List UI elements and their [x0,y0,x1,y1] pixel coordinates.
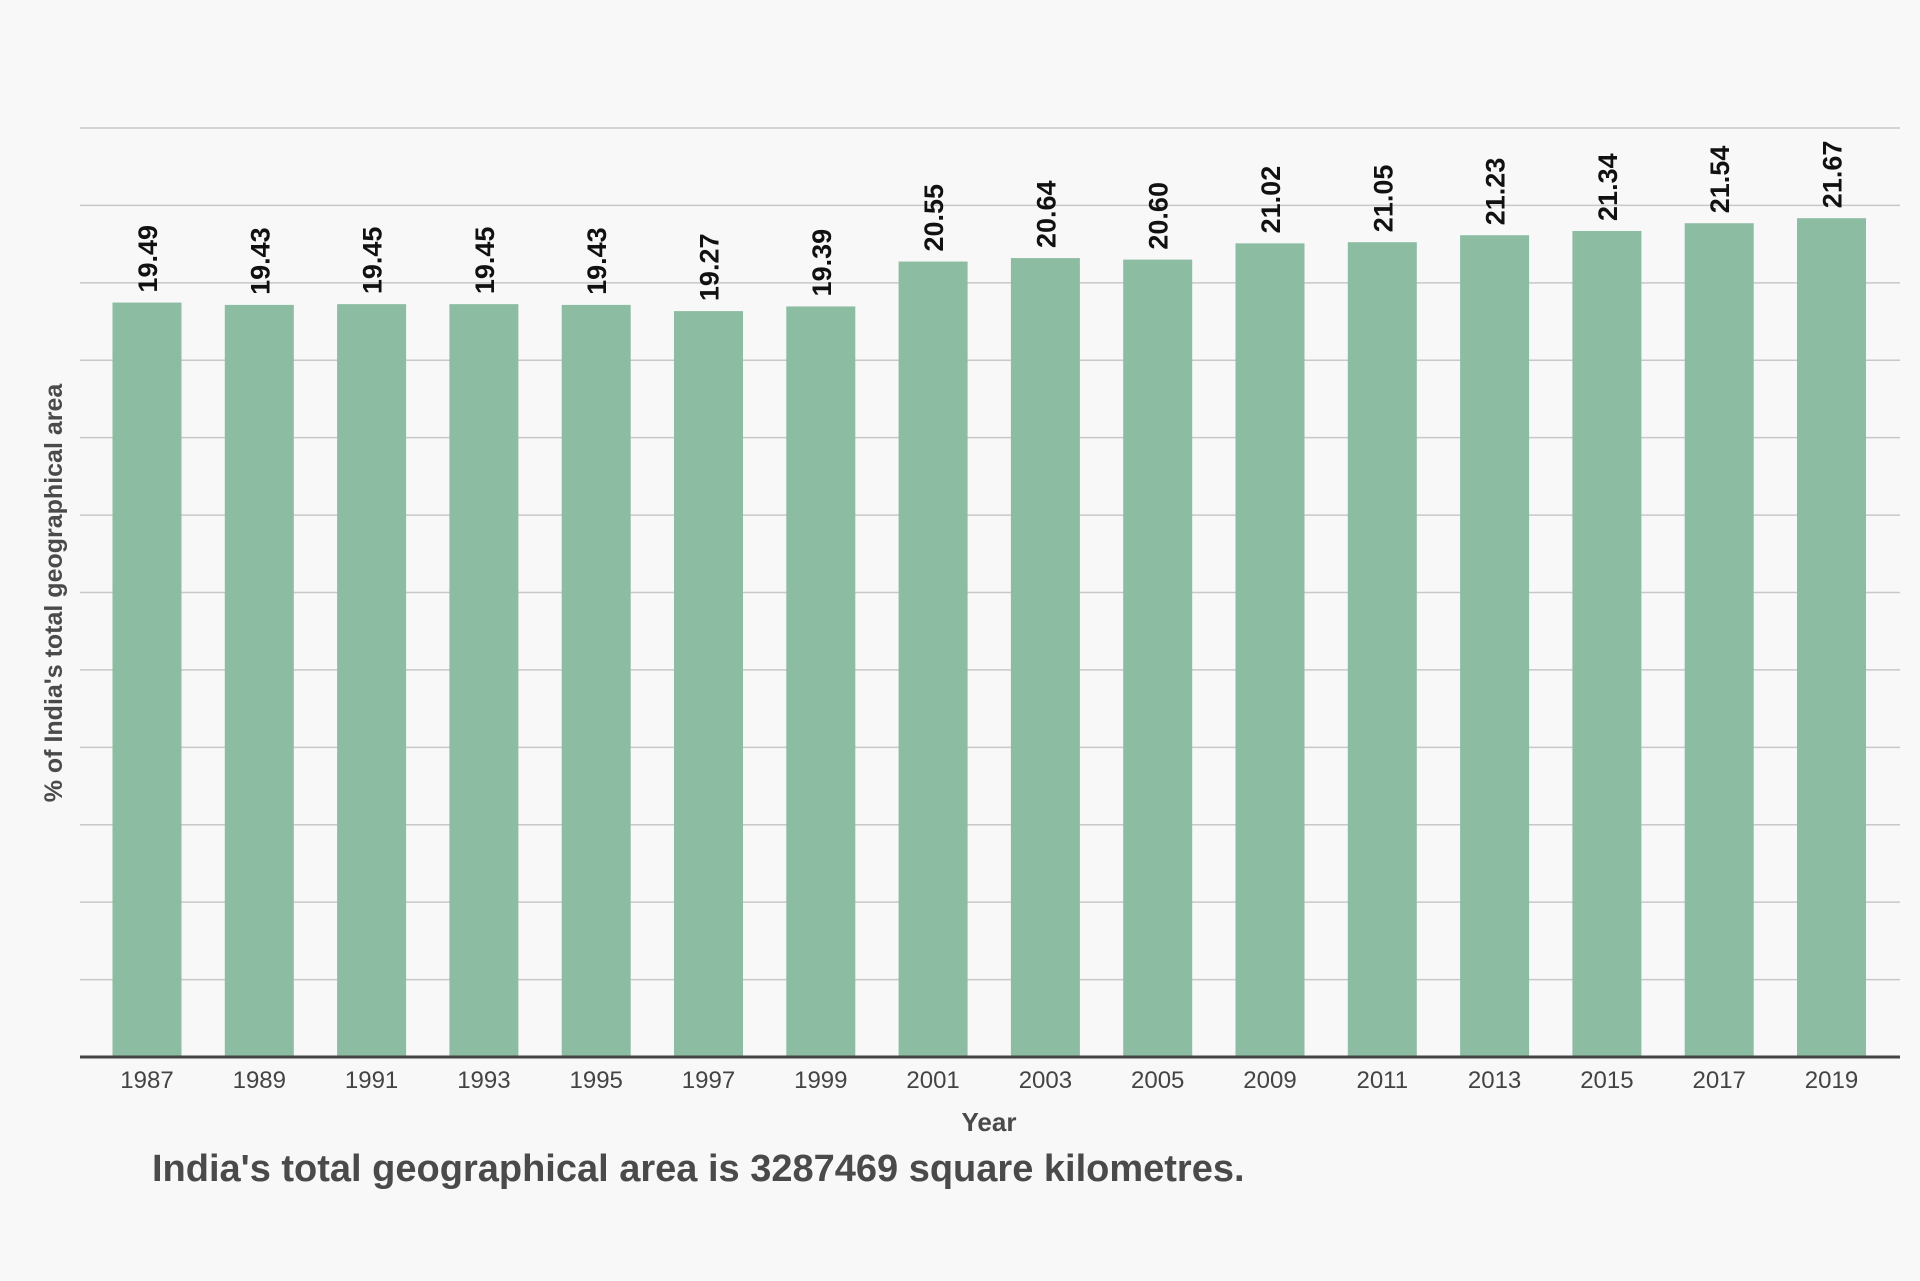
bar-2013 [1460,235,1530,1058]
bar-2011 [1347,242,1417,1058]
bars [112,218,1866,1058]
x-tick-label-2013: 2013 [1468,1067,1521,1094]
data-label-2011: 21.05 [1368,165,1398,233]
x-tick-label-1999: 1999 [794,1067,847,1094]
bar-2003 [1010,258,1080,1057]
x-tick-label-2009: 2009 [1243,1067,1296,1094]
x-tick-label-2001: 2001 [906,1067,959,1094]
bar-2019 [1797,218,1866,1057]
bar-1989 [224,304,294,1057]
bar-2015 [1572,230,1642,1057]
bar-1993 [449,304,519,1057]
x-tick-label-2005: 2005 [1131,1067,1184,1094]
x-tick-label-1997: 1997 [682,1067,735,1094]
bar-1987 [112,302,182,1057]
bar-2005 [1123,259,1193,1057]
footnote: India's total geographical area is 32874… [152,1148,1245,1190]
bar-2009 [1235,243,1305,1057]
data-label-2009: 21.02 [1256,166,1286,234]
bar-1997 [674,311,743,1057]
x-tick-label-1993: 1993 [457,1067,510,1094]
data-label-2005: 20.60 [1144,182,1174,250]
x-tick-labels: 1987 1989 1991 1993 1995 1997 1999 2001 2003 2005… [120,1067,1858,1094]
data-label-2001: 20.55 [919,184,949,252]
data-label-1987: 19.49 [133,225,163,293]
y-axis-title: % of India's total geographical area [40,383,68,803]
x-tick-label-2017: 2017 [1693,1067,1746,1094]
data-label-2017: 21.54 [1705,146,1735,214]
bar-2017 [1684,223,1754,1057]
data-label-1995: 19.43 [582,227,612,295]
data-label-1989: 19.43 [245,227,275,295]
data-label-1997: 19.27 [695,234,725,302]
x-tick-label-1995: 1995 [570,1067,623,1094]
bar-1991 [337,304,407,1057]
x-tick-label-1989: 1989 [233,1067,286,1094]
bar-1999 [786,306,856,1057]
bar-2001 [898,261,968,1057]
data-label-2015: 21.34 [1593,153,1623,221]
x-tick-label-2019: 2019 [1805,1067,1858,1094]
x-tick-label-1987: 1987 [120,1067,173,1094]
x-tick-label-2003: 2003 [1019,1067,1072,1094]
data-label-2019: 21.67 [1818,141,1848,209]
data-label-1991: 19.45 [358,227,388,295]
x-tick-label-2011: 2011 [1356,1067,1408,1094]
data-label-2003: 20.64 [1031,180,1061,248]
data-labels: 19.49 19.43 19.45 19.45 19.43 19.27 19.39 20.55… [133,141,1848,301]
data-label-2013: 21.23 [1481,158,1511,226]
data-label-1993: 19.45 [470,227,500,295]
data-label-1999: 19.39 [807,229,837,297]
x-axis-title: Year [962,1107,1017,1137]
bar-1995 [561,304,631,1057]
x-tick-label-1991: 1991 [345,1067,398,1094]
x-tick-label-2015: 2015 [1580,1067,1633,1094]
